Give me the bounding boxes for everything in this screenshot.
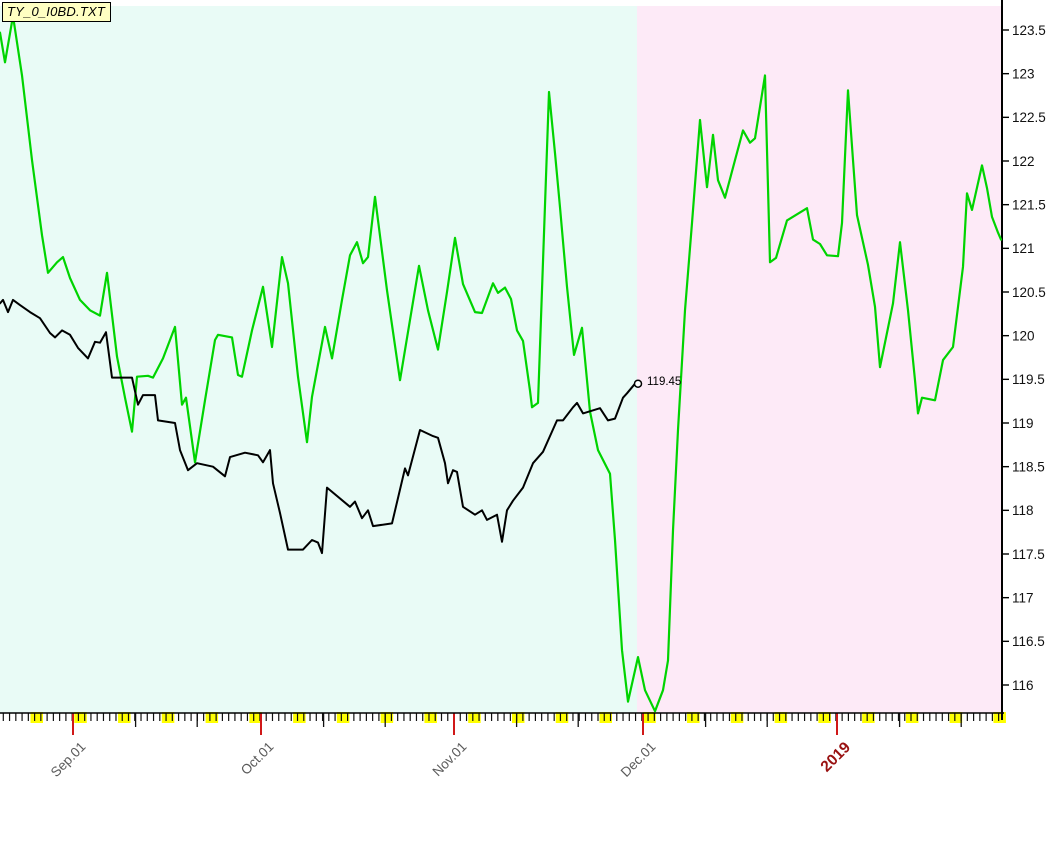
y-tick-label: 117.5 — [1012, 547, 1045, 562]
y-tick-label: 123 — [1012, 66, 1035, 81]
weekend-marker — [643, 712, 656, 723]
weekend-marker — [687, 712, 700, 723]
current-price-line — [0, 298, 639, 555]
plot-bg-forecast — [637, 6, 1002, 713]
weekend-marker — [905, 712, 919, 723]
weekend-marker — [161, 712, 175, 723]
y-tick-label: 118 — [1012, 503, 1034, 518]
file-label[interactable]: TY_0_I0BD.TXT — [2, 2, 111, 22]
y-tick-label: 121.5 — [1012, 197, 1046, 212]
last-value-label: 119.45 — [647, 375, 682, 388]
weekend-marker — [249, 712, 262, 723]
weekend-marker — [468, 712, 481, 723]
weekend-marker — [862, 712, 875, 723]
weekend-marker — [336, 712, 350, 723]
seasonal-pattern-line — [0, 14, 1003, 713]
y-tick-label: 119 — [1012, 416, 1034, 431]
weekend-marker — [380, 712, 394, 723]
y-tick-label: 121 — [1012, 241, 1035, 256]
weekend-marker — [205, 712, 219, 723]
weekend-marker — [818, 712, 831, 723]
y-tick-label: 122 — [1012, 154, 1035, 169]
weekend-marker — [424, 712, 437, 723]
y-tick-label: 120.5 — [1012, 285, 1046, 300]
weekend-marker — [949, 712, 963, 723]
y-tick-label: 116 — [1012, 678, 1034, 693]
weekend-marker — [993, 712, 1006, 723]
weekend-marker — [730, 712, 744, 723]
weekend-marker — [774, 712, 788, 723]
y-tick-label: 119.5 — [1012, 372, 1045, 387]
y-tick-label: 116.5 — [1012, 634, 1045, 649]
weekend-marker — [511, 712, 525, 723]
y-tick-label: 122.5 — [1012, 110, 1046, 125]
y-tick-label: 118.5 — [1012, 459, 1045, 474]
weekend-marker — [555, 712, 569, 723]
weekend-marker — [74, 712, 87, 723]
y-tick-label: 117 — [1012, 590, 1034, 605]
weekend-marker — [118, 712, 131, 723]
weekend-marker — [30, 712, 43, 723]
last-price-marker — [633, 379, 643, 388]
weekend-marker — [293, 712, 306, 723]
y-tick-label: 120 — [1012, 328, 1035, 343]
weekend-marker — [599, 712, 613, 723]
y-tick-label: 123.5 — [1012, 23, 1046, 38]
